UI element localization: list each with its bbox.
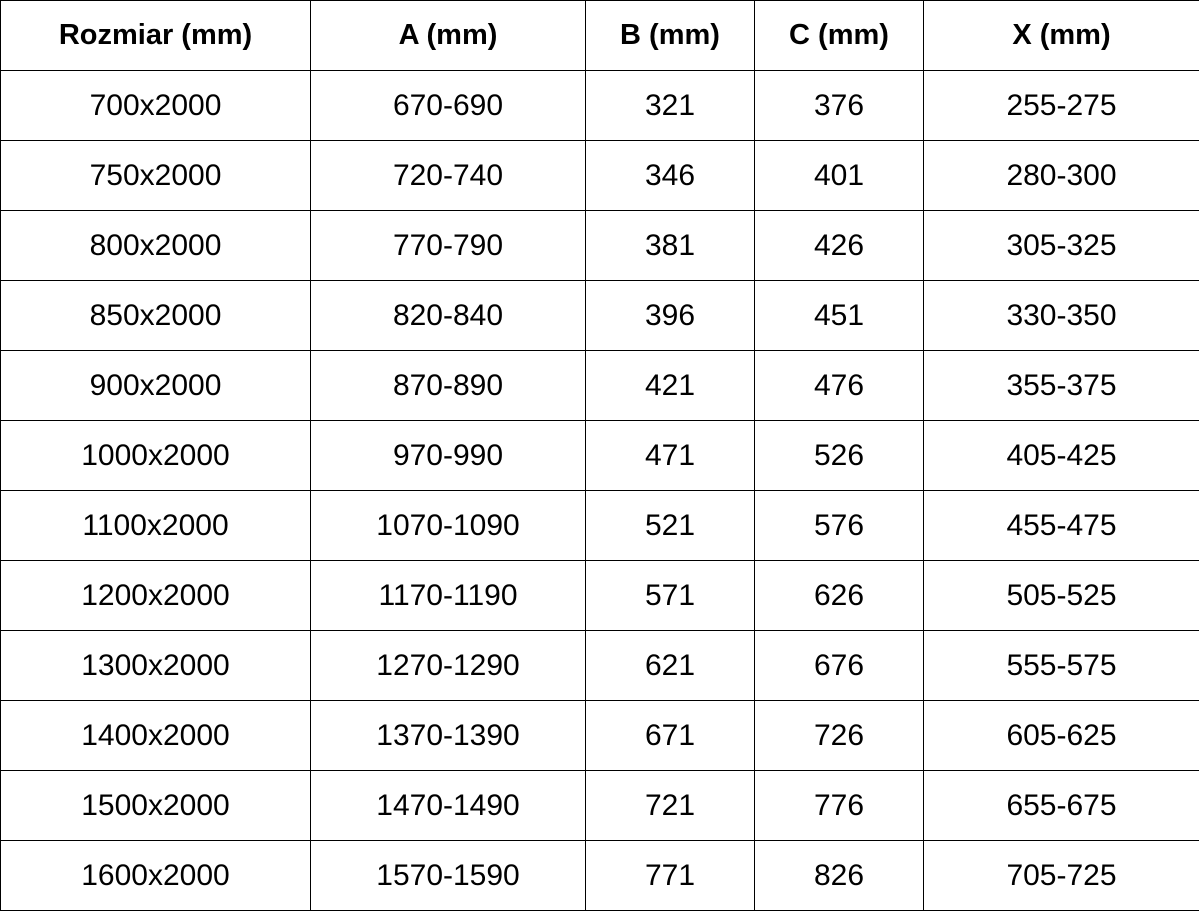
table-cell: 355-375	[923, 350, 1199, 421]
table-cell: 330-350	[923, 280, 1199, 351]
table-cell: 750x2000	[0, 140, 311, 211]
table-row: 1500x2000 1470-1490 721 776 655-675	[0, 770, 1199, 841]
table-cell: 426	[754, 210, 924, 281]
column-header: B (mm)	[585, 0, 755, 71]
table-row: 900x2000 870-890 421 476 355-375	[0, 350, 1199, 421]
table-cell: 471	[585, 420, 755, 491]
table-cell: 280-300	[923, 140, 1199, 211]
table-cell: 1170-1190	[310, 560, 586, 631]
table-row: 1600x2000 1570-1590 771 826 705-725	[0, 840, 1199, 911]
table-row: 700x2000 670-690 321 376 255-275	[0, 70, 1199, 141]
table-cell: 820-840	[310, 280, 586, 351]
table-cell: 571	[585, 560, 755, 631]
table-cell: 670-690	[310, 70, 586, 141]
table-cell: 655-675	[923, 770, 1199, 841]
table-cell: 401	[754, 140, 924, 211]
table-row: 800x2000 770-790 381 426 305-325	[0, 210, 1199, 281]
table-cell: 555-575	[923, 630, 1199, 701]
table-cell: 776	[754, 770, 924, 841]
table-cell: 305-325	[923, 210, 1199, 281]
table-cell: 1070-1090	[310, 490, 586, 561]
table-cell: 700x2000	[0, 70, 311, 141]
table-cell: 1600x2000	[0, 840, 311, 911]
table-cell: 900x2000	[0, 350, 311, 421]
table-cell: 1370-1390	[310, 700, 586, 771]
table-cell: 1300x2000	[0, 630, 311, 701]
table-cell: 1570-1590	[310, 840, 586, 911]
table-cell: 970-990	[310, 420, 586, 491]
table-cell: 521	[585, 490, 755, 561]
table-row: 1200x2000 1170-1190 571 626 505-525	[0, 560, 1199, 631]
table-cell: 870-890	[310, 350, 586, 421]
column-header: Rozmiar (mm)	[0, 0, 311, 71]
table-cell: 676	[754, 630, 924, 701]
table-cell: 1400x2000	[0, 700, 311, 771]
table-cell: 455-475	[923, 490, 1199, 561]
table-cell: 405-425	[923, 420, 1199, 491]
table-cell: 726	[754, 700, 924, 771]
table-cell: 720-740	[310, 140, 586, 211]
table-cell: 321	[585, 70, 755, 141]
table-cell: 255-275	[923, 70, 1199, 141]
table-header: Rozmiar (mm) A (mm) B (mm) C (mm) X (mm)	[0, 0, 1199, 71]
table-cell: 451	[754, 280, 924, 351]
table-cell: 626	[754, 560, 924, 631]
table-cell: 1500x2000	[0, 770, 311, 841]
table-row: 1100x2000 1070-1090 521 576 455-475	[0, 490, 1199, 561]
table-cell: 621	[585, 630, 755, 701]
table-cell: 605-625	[923, 700, 1199, 771]
table-row: 850x2000 820-840 396 451 330-350	[0, 280, 1199, 351]
table-row: 750x2000 720-740 346 401 280-300	[0, 140, 1199, 211]
table-cell: 800x2000	[0, 210, 311, 281]
table-cell: 1100x2000	[0, 490, 311, 561]
table-body: 700x2000 670-690 321 376 255-275 750x2000 720-…	[0, 70, 1199, 911]
table-cell: 771	[585, 840, 755, 911]
table-cell: 1000x2000	[0, 420, 311, 491]
table-row: 1000x2000 970-990 471 526 405-425	[0, 420, 1199, 491]
table-cell: 705-725	[923, 840, 1199, 911]
table-cell: 381	[585, 210, 755, 281]
table-cell: 721	[585, 770, 755, 841]
table-cell: 421	[585, 350, 755, 421]
table-row: 1400x2000 1370-1390 671 726 605-625	[0, 700, 1199, 771]
column-header: C (mm)	[754, 0, 924, 71]
table-cell: 1470-1490	[310, 770, 586, 841]
table-cell: 576	[754, 490, 924, 561]
table-cell: 476	[754, 350, 924, 421]
table-cell: 826	[754, 840, 924, 911]
table-row: 1300x2000 1270-1290 621 676 555-575	[0, 630, 1199, 701]
table-cell: 526	[754, 420, 924, 491]
table-cell: 1200x2000	[0, 560, 311, 631]
table-cell: 850x2000	[0, 280, 311, 351]
table-cell: 671	[585, 700, 755, 771]
table-cell: 396	[585, 280, 755, 351]
header-row: Rozmiar (mm) A (mm) B (mm) C (mm) X (mm)	[0, 0, 1199, 71]
table-cell: 1270-1290	[310, 630, 586, 701]
table-cell: 346	[585, 140, 755, 211]
table-cell: 505-525	[923, 560, 1199, 631]
table-cell: 376	[754, 70, 924, 141]
column-header: X (mm)	[923, 0, 1199, 71]
table-cell: 770-790	[310, 210, 586, 281]
column-header: A (mm)	[310, 0, 586, 71]
